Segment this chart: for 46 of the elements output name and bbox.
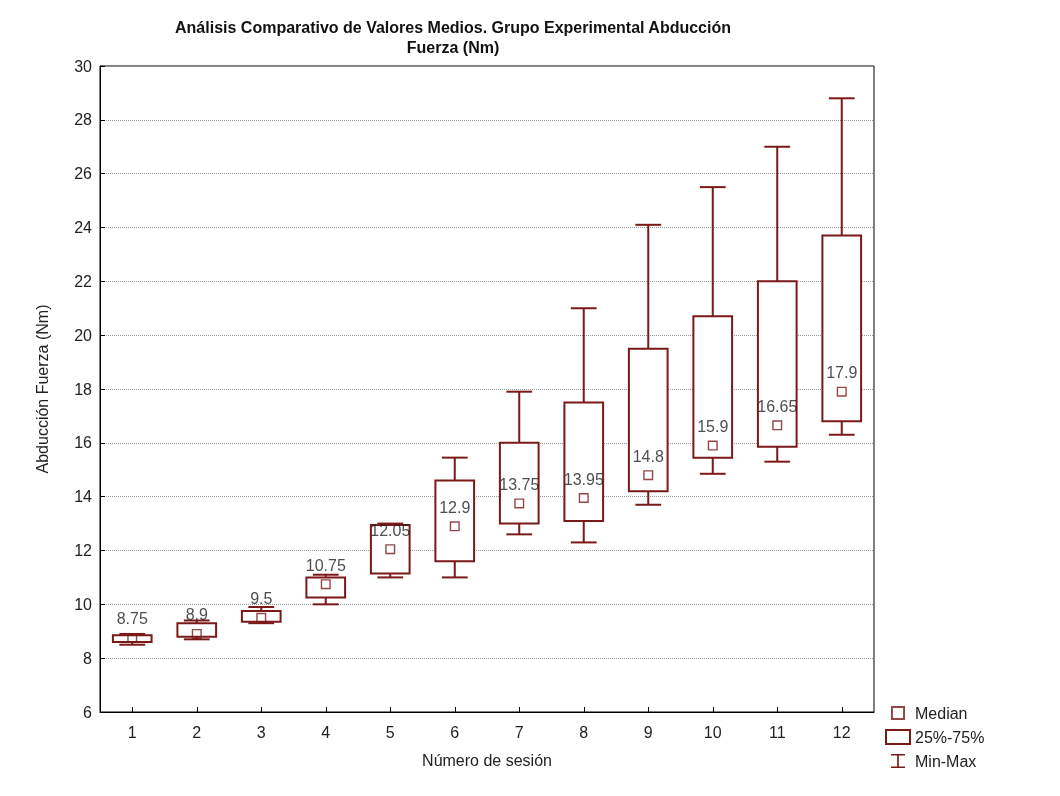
data-label: 17.9 [826,364,858,382]
y-tick-label: 16 [74,434,93,452]
x-tick-label: 9 [643,723,653,741]
data-label: 10.75 [305,556,346,574]
y-tick-label: 20 [74,326,93,344]
y-tick-label: 18 [74,380,93,398]
point [514,498,525,509]
y-tick-label: 24 [74,219,93,236]
text: Min-Max [915,752,977,770]
y-axis-title: Abducción Fuerza (Nm) [33,304,51,474]
x-tick-label: 6 [450,723,460,741]
point [836,386,847,397]
x-tick-label: 2 [192,723,202,741]
x-tick-label: 11 [768,723,786,741]
y-tick-label: 8 [83,649,93,667]
x-tick-label: 8 [579,723,589,741]
y-tick-label: 10 [74,595,93,613]
data-label: 8.75 [116,610,148,628]
y-tick-label: 22 [74,272,93,290]
x-axis-title: Número de sesión [422,751,552,769]
x-tick-label: 7 [514,723,524,741]
x-tick-label: 1 [127,723,137,741]
point [707,440,718,451]
point [578,493,589,504]
y-tick-label: 28 [74,111,93,129]
x-tick-label: 4 [321,723,331,741]
point [643,470,654,481]
y-tick-label: 12 [74,542,93,559]
x-tick-label: 12 [832,723,851,741]
data-label: 15.9 [697,418,729,436]
point [772,420,783,431]
data-label: 14.8 [632,447,664,465]
chart-title: Análisis Comparativo de Valores Medios. Grupo Experimental Abducción Fuerza (Nm) [175,18,731,56]
point [385,544,396,555]
x-tick-label: 10 [703,723,722,741]
y-tick-label: 6 [83,703,93,721]
y-tick-label: 14 [74,488,93,506]
legend-label: Median [915,704,968,722]
point [449,521,460,532]
y-tick-label: 26 [74,165,93,183]
x-tick-label: 3 [256,723,266,741]
legend-label: 25%-75% [915,728,985,746]
y-tick-label: 30 [74,57,93,75]
data-label: 12.9 [439,498,471,516]
x-tick-label: 5 [385,723,395,741]
data-label: 9.5 [250,590,273,608]
